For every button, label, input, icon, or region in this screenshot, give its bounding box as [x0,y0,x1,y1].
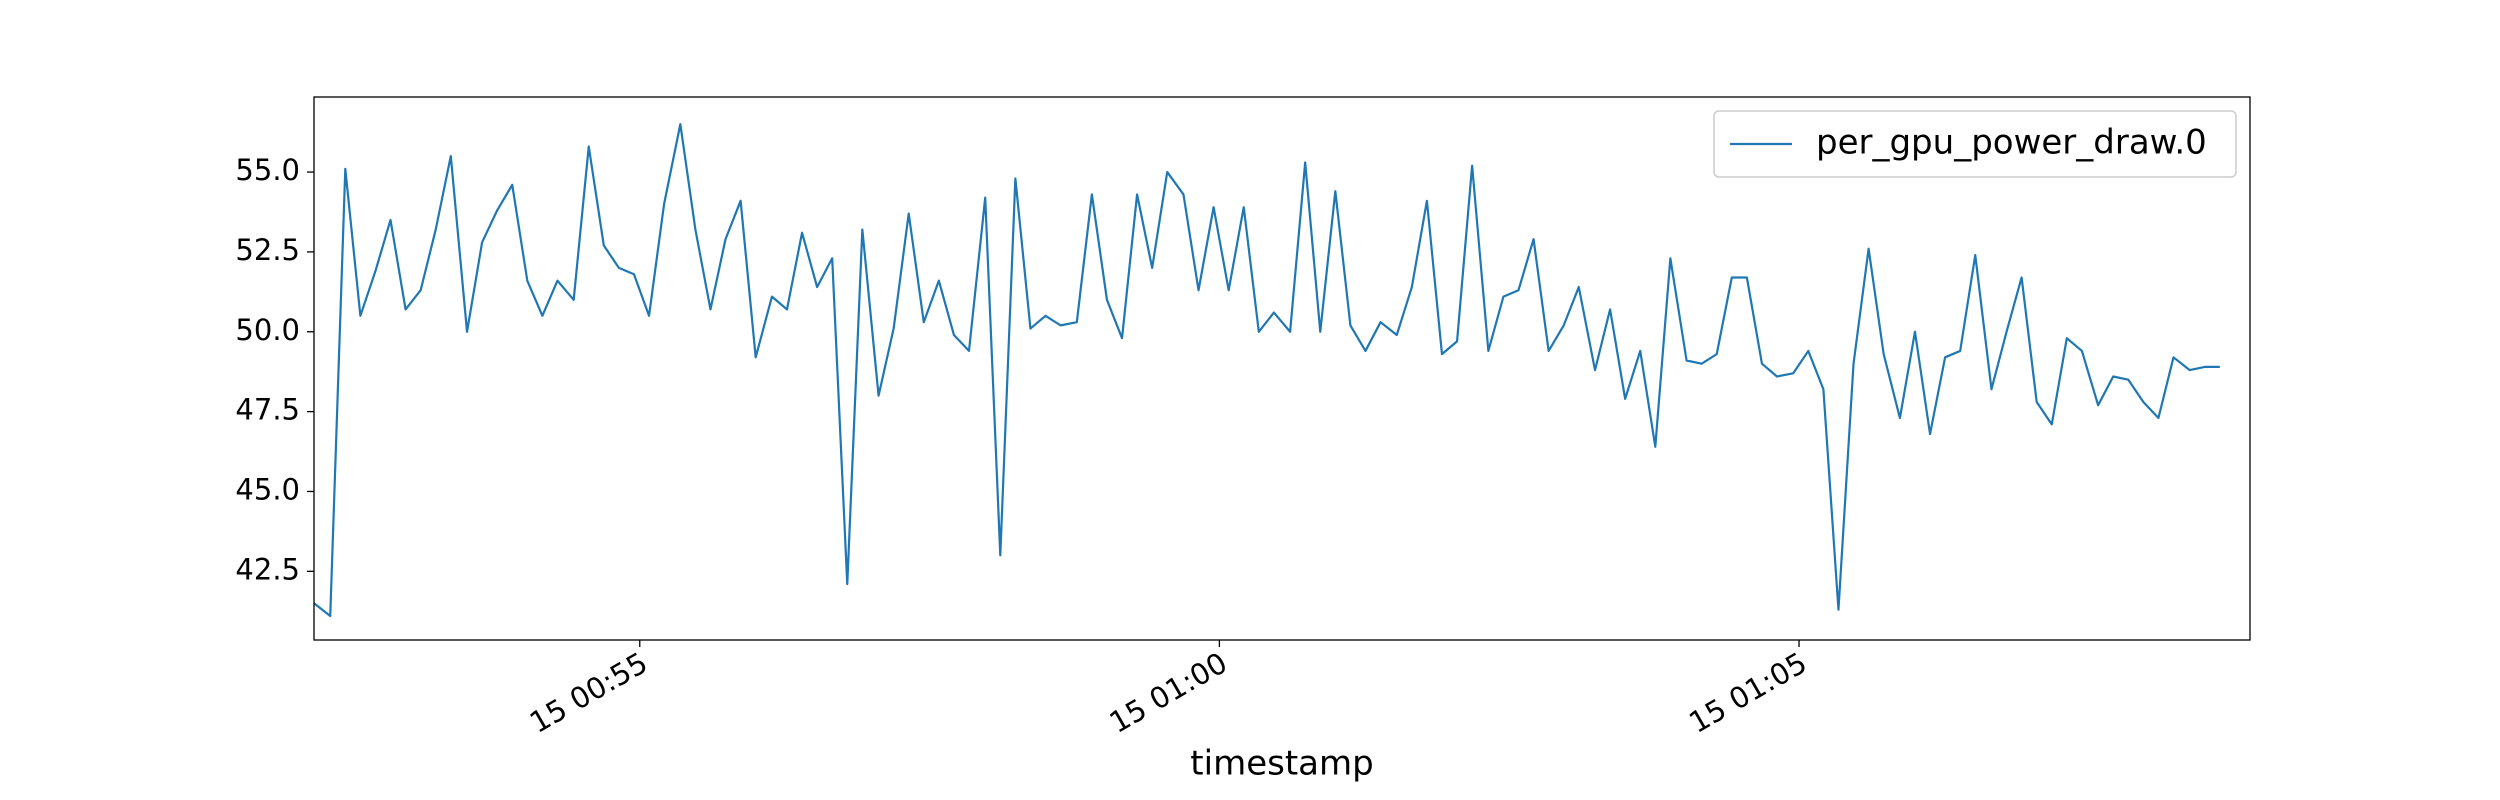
x-tick-label: 15 01:00 [1104,646,1233,740]
x-axis-label: timestamp [1190,744,1373,784]
x-tick-label: 15 01:05 [1683,646,1812,740]
y-tick-label: 50.0 [235,313,300,347]
y-tick-label: 55.0 [235,153,300,187]
legend-box [1713,110,2237,178]
y-tick-label: 47.5 [235,393,300,427]
y-tick-label: 42.5 [235,552,300,586]
y-tick-label: 45.0 [235,472,300,506]
legend-label: per_gpu_power_draw.0 [1816,123,2207,163]
y-tick-label: 52.5 [235,233,300,267]
line [313,123,2220,618]
x-tick-label: 15 00:55 [524,646,653,740]
plot-frame [313,96,2251,641]
